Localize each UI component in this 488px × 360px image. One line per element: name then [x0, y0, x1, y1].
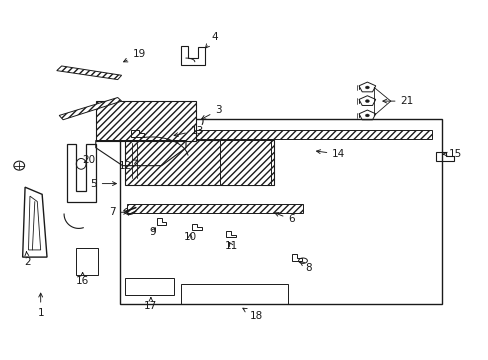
Text: 4: 4	[205, 32, 218, 48]
Text: 14: 14	[316, 149, 345, 159]
Text: 20: 20	[82, 155, 96, 165]
Text: 18: 18	[243, 308, 262, 321]
Text: 10: 10	[183, 232, 196, 242]
Circle shape	[365, 100, 368, 103]
Bar	[122, 106, 152, 136]
Text: 11: 11	[224, 241, 238, 251]
Text: 13: 13	[174, 126, 203, 136]
Text: 5: 5	[90, 179, 116, 189]
Polygon shape	[127, 204, 303, 213]
Bar	[125, 278, 173, 296]
Text: 12: 12	[119, 160, 138, 171]
Text: 2: 2	[24, 252, 31, 267]
Circle shape	[365, 114, 368, 117]
Text: 19: 19	[123, 49, 145, 62]
Text: 3: 3	[201, 105, 222, 119]
Text: 9: 9	[149, 227, 156, 237]
Text: 7: 7	[108, 207, 127, 217]
Text: 6: 6	[274, 212, 294, 224]
Text: 17: 17	[144, 298, 157, 311]
Bar	[76, 248, 98, 275]
Text: 8: 8	[300, 262, 311, 273]
Circle shape	[365, 86, 368, 89]
Text: 21: 21	[382, 96, 413, 106]
Bar	[181, 284, 288, 304]
Polygon shape	[57, 66, 122, 80]
Text: 1: 1	[37, 293, 44, 318]
Polygon shape	[96, 101, 195, 140]
Text: 15: 15	[442, 149, 462, 159]
Polygon shape	[220, 140, 271, 185]
Polygon shape	[125, 140, 273, 185]
Text: 16: 16	[76, 273, 89, 286]
Polygon shape	[59, 98, 122, 120]
Polygon shape	[121, 130, 431, 139]
Bar	[156, 106, 175, 136]
